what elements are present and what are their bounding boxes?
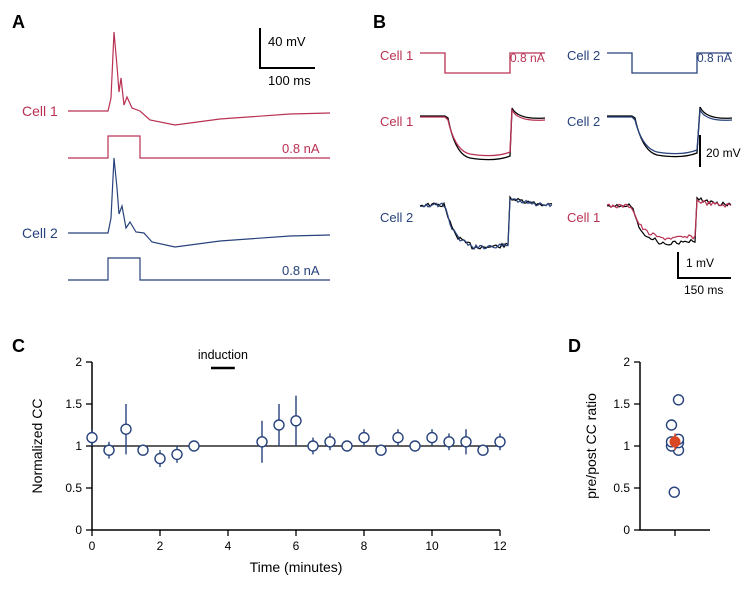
panel-b-right-mid-label: Cell 2 bbox=[567, 114, 600, 129]
panel-a-scale-v: 40 mV bbox=[268, 34, 306, 49]
panel-b-right-bottom-label: Cell 1 bbox=[567, 210, 600, 225]
svg-text:1.5: 1.5 bbox=[65, 397, 82, 411]
panel-b-right-stim-cell: Cell 2 bbox=[567, 48, 600, 63]
svg-text:0.5: 0.5 bbox=[65, 481, 82, 495]
panel-a-cell1-stim-label: 0.8 nA bbox=[282, 141, 320, 156]
svg-text:2: 2 bbox=[75, 355, 82, 369]
panel-b-left-bottom-label: Cell 2 bbox=[380, 210, 413, 225]
svg-text:1.5: 1.5 bbox=[613, 397, 630, 411]
svg-text:pre/post CC ratio: pre/post CC ratio bbox=[583, 393, 599, 499]
panel-a-cell1-label: Cell 1 bbox=[22, 103, 58, 119]
panel-b-left-mid-label: Cell 1 bbox=[380, 114, 413, 129]
svg-text:Time (minutes): Time (minutes) bbox=[250, 559, 343, 575]
svg-text:0: 0 bbox=[89, 539, 96, 553]
svg-text:0: 0 bbox=[75, 523, 82, 537]
svg-text:8: 8 bbox=[361, 539, 368, 553]
svg-text:1: 1 bbox=[75, 439, 82, 453]
svg-text:4: 4 bbox=[225, 539, 232, 553]
panel-b-right-stim-nA: 0.8 nA bbox=[697, 51, 732, 65]
svg-text:0: 0 bbox=[623, 523, 630, 537]
panel-letter-d: D bbox=[568, 336, 581, 356]
panel-b-left-stim-cell: Cell 1 bbox=[380, 48, 413, 63]
panel-b-scale-bottom-h: 150 ms bbox=[684, 283, 723, 297]
panel-b-scale-bottom-v: 1 mV bbox=[686, 256, 714, 270]
svg-text:10: 10 bbox=[425, 539, 439, 553]
svg-text:Normalized CC: Normalized CC bbox=[29, 399, 45, 494]
panel-a-cell2-label: Cell 2 bbox=[22, 225, 58, 241]
svg-text:1: 1 bbox=[623, 439, 630, 453]
svg-text:6: 6 bbox=[293, 539, 300, 553]
panel-letter-b: B bbox=[373, 12, 386, 32]
svg-text:2: 2 bbox=[157, 539, 164, 553]
svg-text:2: 2 bbox=[623, 355, 630, 369]
svg-text:12: 12 bbox=[493, 539, 507, 553]
panel-b-left-stim-nA: 0.8 nA bbox=[510, 51, 545, 65]
panel-a-scale-h: 100 ms bbox=[268, 73, 311, 88]
svg-text:0.5: 0.5 bbox=[613, 481, 630, 495]
svg-text:induction: induction bbox=[198, 348, 248, 362]
panel-a-cell2-stim-label: 0.8 nA bbox=[282, 263, 320, 278]
panel-b-scale-mid-v: 20 mV bbox=[706, 146, 741, 160]
panel-letter-a: A bbox=[12, 12, 25, 32]
panel-letter-c: C bbox=[12, 336, 25, 356]
